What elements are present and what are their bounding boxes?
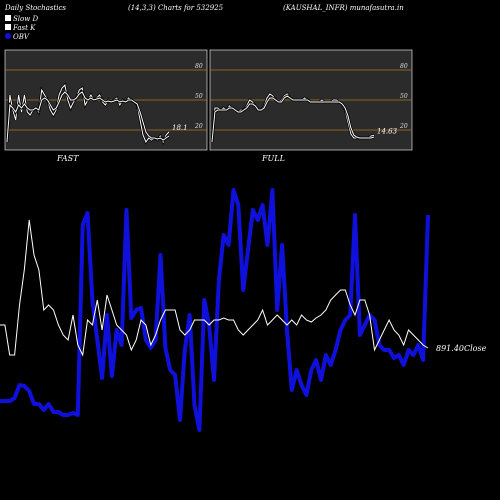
legend-slow-d-swatch xyxy=(5,15,11,21)
fast-y-tick-20: 20 xyxy=(194,123,203,130)
full-stochastic-panel: 20 50 80 14.63 xyxy=(209,49,413,151)
close-price-label: 891.40Close xyxy=(436,344,487,353)
fast-panel-title: FAST xyxy=(56,154,79,163)
legend-slow-d-label: Slow D xyxy=(13,15,38,23)
full-y-tick-50: 50 xyxy=(400,93,408,100)
obv-line xyxy=(0,188,430,432)
legend-obv-swatch xyxy=(5,33,11,39)
price-obv-area: 891.40Close xyxy=(0,188,487,432)
full-y-tick-20: 20 xyxy=(399,123,408,130)
legend-fast-k-swatch xyxy=(5,24,11,30)
legend: Slow D Fast K OBV xyxy=(5,15,38,41)
full-y-tick-80: 80 xyxy=(400,63,408,70)
chart-params: (14,3,3) Charts for 532925 xyxy=(128,4,224,12)
fast-stochastic-panel: 20 50 80 18.1 xyxy=(4,49,208,151)
legend-obv-label: OBV xyxy=(13,33,30,41)
full-last-value-label: 14.63 xyxy=(377,127,398,135)
fast-last-value-label: 18.1 xyxy=(172,124,188,132)
price-line xyxy=(0,219,429,357)
fast-y-tick-80: 80 xyxy=(195,63,203,70)
fast-y-tick-50: 50 xyxy=(195,93,203,100)
legend-fast-k-label: Fast K xyxy=(12,24,36,32)
chart-title: Daily Stochastics xyxy=(4,4,66,12)
full-series-1-line xyxy=(211,95,375,143)
ticker-label: (KAUSHAL_INFR) munafasutra.in xyxy=(283,4,404,12)
full-panel-title: FULL xyxy=(261,154,285,163)
fast-series-1-line xyxy=(6,91,170,143)
